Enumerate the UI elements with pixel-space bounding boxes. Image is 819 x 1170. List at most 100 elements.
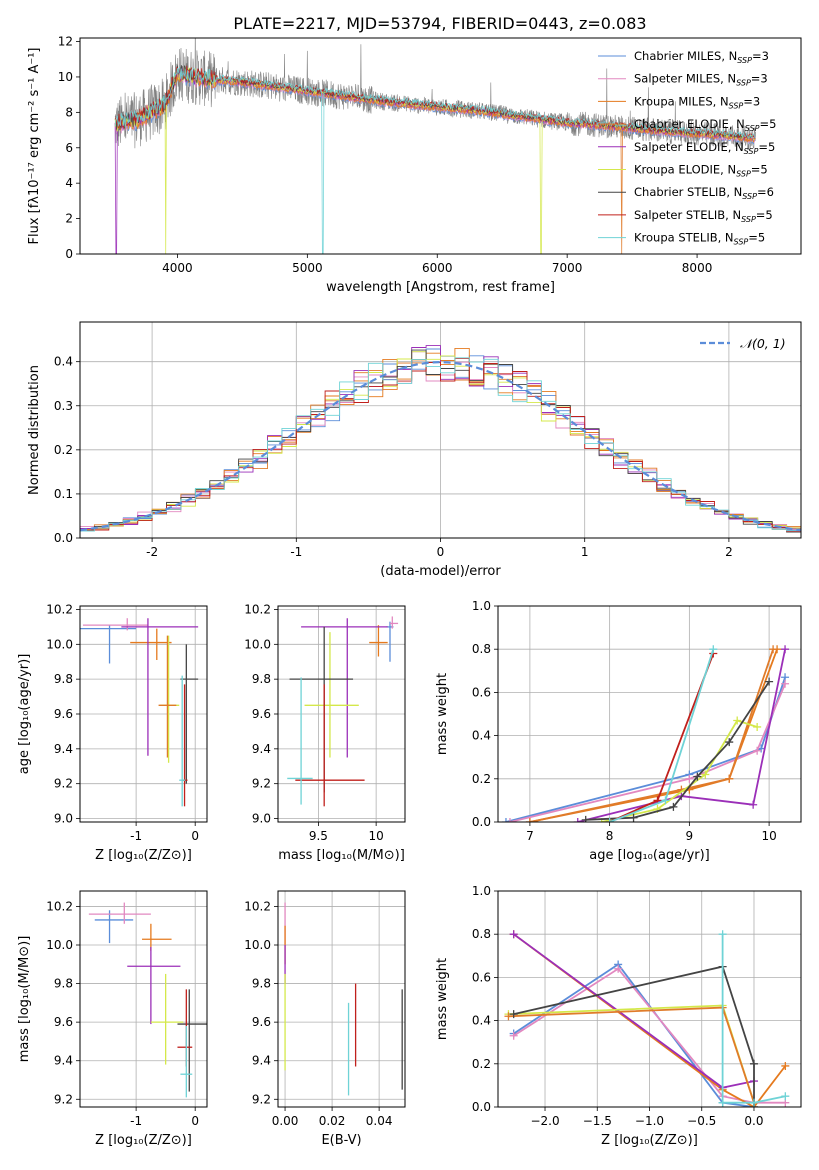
- hist-kroupa-stelib: [80, 357, 801, 534]
- axes-frame: [277, 605, 406, 823]
- figure-title: PLATE=2217, MJD=53794, FIBERID=0443, z=0…: [233, 14, 646, 33]
- point-marker: [701, 770, 710, 779]
- x-tick-label: 9: [686, 829, 694, 843]
- y-tick-label: 9.4: [54, 742, 73, 756]
- y-tick-label: 10.0: [46, 938, 73, 952]
- axes-frame: [79, 321, 802, 539]
- grid: [498, 890, 801, 1108]
- x-tick-label: 2: [725, 545, 733, 559]
- y-tick-label: 9.4: [54, 1054, 73, 1068]
- point-marker: [505, 818, 514, 822]
- point-marker: [605, 818, 614, 822]
- errorbar-kroupa-stelib: [180, 1026, 193, 1098]
- x-tick-label: 0.04: [366, 1114, 393, 1128]
- point-marker: [573, 818, 582, 822]
- plot-area: [501, 645, 790, 822]
- plot-area: [80, 345, 801, 535]
- x-axis-label: Z [log₁₀(Z/Z⊙)]: [601, 1133, 698, 1148]
- point-marker: [509, 1031, 518, 1040]
- point-marker: [753, 746, 762, 755]
- plot-area: [114, 38, 756, 254]
- y-tick-label: 0.4: [54, 355, 73, 369]
- y-tick-label: 10.2: [46, 602, 73, 616]
- grid: [278, 606, 405, 822]
- y-tick-label: 10: [58, 70, 73, 84]
- axes-frame: [79, 890, 208, 1108]
- panel-massweight-vs-Z: −2.0 −1.5 −1.0 −0.5 0.0 0.0 0.2 0.4 0.6 0.8 1.0 Z […: [435, 884, 802, 1148]
- series-kroupa-stelib: [605, 645, 718, 822]
- point-marker: [669, 802, 678, 811]
- point-marker: [749, 1098, 758, 1107]
- x-tick-label: 1: [581, 545, 589, 559]
- series-line: [509, 683, 786, 822]
- y-tick-label: 9.2: [252, 777, 271, 791]
- series-kroupa-elodie: [597, 716, 762, 822]
- panel-age-vs-Z: -1 0 9.0 9.2 9.4 9.6 9.8 10.0 10.2 Z [log₁₀(Z/Z⊙)…: [17, 602, 208, 863]
- y-tick-label: 0.1: [54, 487, 73, 501]
- x-tick-label: 0: [437, 545, 445, 559]
- x-axis-label: wavelength [Angstrom, rest frame]: [326, 280, 555, 295]
- y-tick-label: 0: [65, 247, 73, 261]
- y-tick-label: 9.8: [54, 672, 73, 686]
- errorbar-chabrier-miles: [94, 910, 134, 944]
- point-marker: [614, 964, 623, 973]
- legend-entry: Salpeter STELIB, NSSP=5: [634, 208, 773, 224]
- y-tick-label: 10.0: [244, 938, 271, 952]
- y-tick-label: 0.2: [54, 443, 73, 457]
- legend-entry: Kroupa STELIB, NSSP=5: [634, 231, 765, 247]
- y-axis-label: age [log₁₀(age/yr)]: [17, 654, 32, 775]
- y-tick-label: 0.4: [472, 729, 491, 743]
- y-tick-label: 9.0: [252, 812, 271, 826]
- y-tick-label: 0.8: [472, 642, 491, 656]
- axes-frame: [277, 890, 406, 1108]
- y-axis-label: mass weight: [435, 958, 450, 1040]
- series-chabrier-elodie: [504, 1003, 758, 1107]
- panel-massweight-vs-age: 7 8 9 10 0.0 0.2 0.4 0.6 0.8 1.0 age [log₁₀(age/yr…: [435, 599, 802, 863]
- series-salpeter-stelib: [605, 649, 718, 822]
- panel-residuals: -2 -1 0 1 2 0.0 0.1 0.2 0.3 0.4 (data-model)/error…: [27, 321, 802, 579]
- y-tick-label: 0.2: [472, 1057, 491, 1071]
- y-tick-label: 10.0: [46, 637, 73, 651]
- y-tick-label: 9.8: [252, 672, 271, 686]
- point-marker: [769, 645, 778, 654]
- y-axis-label: Normed distribution: [27, 365, 42, 495]
- model-line-chabrier-miles: [114, 68, 756, 146]
- point-marker: [765, 677, 774, 686]
- point-marker: [733, 716, 742, 725]
- point-marker: [661, 796, 670, 805]
- legend-entry: Kroupa ELODIE, NSSP=5: [634, 163, 768, 179]
- grid: [80, 606, 207, 822]
- x-tick-label: -1: [290, 545, 302, 559]
- errorbar-kroupa-miles: [130, 628, 172, 660]
- x-tick-label: 0.0: [744, 1114, 763, 1128]
- y-tick-label: 10.2: [244, 602, 271, 616]
- x-tick-label: 0.02: [319, 1114, 346, 1128]
- plot-area: [88, 902, 207, 1098]
- x-tick-label: 0: [191, 829, 199, 843]
- y-tick-label: 2: [65, 212, 73, 226]
- series-line: [513, 965, 755, 1107]
- panel-spectrum: 4000 5000 6000 7000 8000 0 2 4 6 8 10 12 wavelength …: [27, 35, 802, 295]
- series-chabrier-stelib: [581, 677, 774, 822]
- x-tick-label: 7: [526, 829, 534, 843]
- y-tick-label: 9.2: [54, 1092, 73, 1106]
- y-tick-label: 9.6: [252, 1015, 271, 1029]
- errorbar-salpeter-stelib: [177, 989, 193, 1067]
- point-marker: [753, 722, 762, 731]
- x-tick-label: 10: [761, 829, 776, 843]
- x-tick-label: -1: [130, 1114, 142, 1128]
- y-tick-label: 10.2: [244, 899, 271, 913]
- x-tick-label: −2.0: [530, 1114, 559, 1128]
- y-tick-label: 9.2: [252, 1092, 271, 1106]
- errorbar-chabrier-elodie: [158, 635, 177, 758]
- point-marker: [749, 800, 758, 809]
- legend-entry: Salpeter MILES, NSSP=3: [634, 72, 768, 88]
- errorbar-kroupa-miles: [142, 923, 172, 951]
- point-marker: [718, 930, 727, 939]
- x-tick-label: 0: [191, 1114, 199, 1128]
- x-axis-label: Z [log₁₀(Z/Z⊙)]: [95, 1133, 192, 1148]
- legend: Chabrier MILES, NSSP=3 Salpeter MILES, NS…: [598, 49, 776, 247]
- legend-entry: Chabrier MILES, NSSP=3: [634, 49, 769, 65]
- axes-frame: [79, 605, 208, 823]
